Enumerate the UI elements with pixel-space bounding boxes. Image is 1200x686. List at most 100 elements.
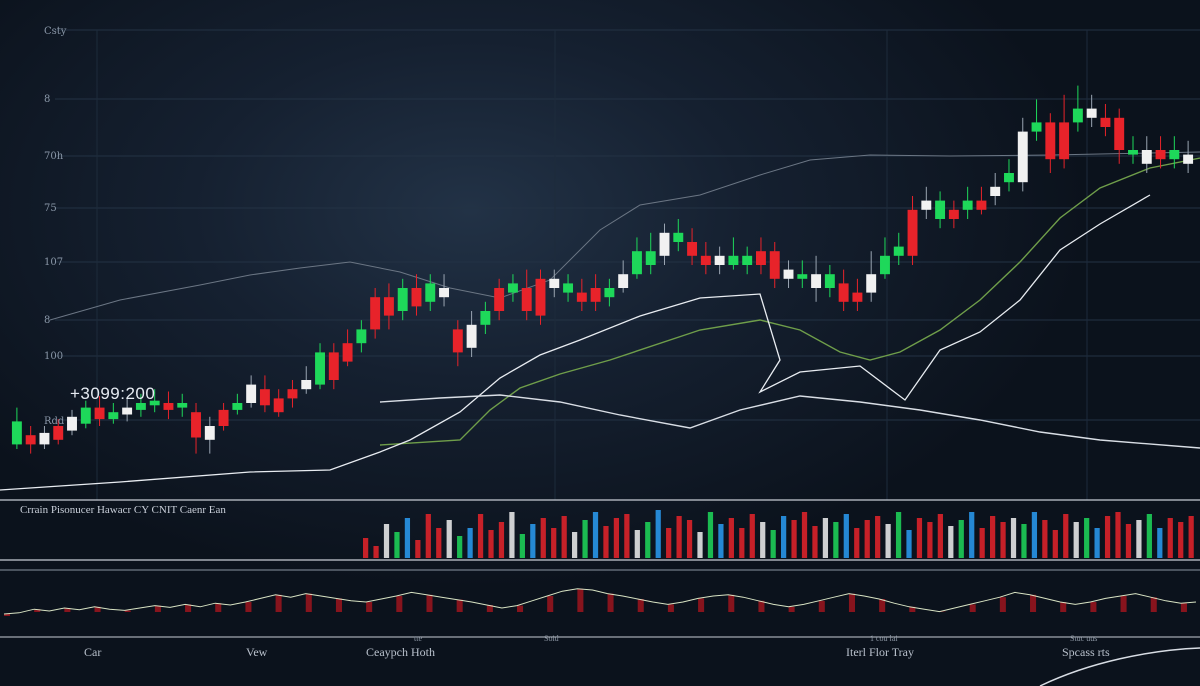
volume-bar: [1042, 520, 1048, 558]
volume-bar: [519, 534, 525, 558]
small-label: Soid: [544, 634, 559, 643]
volume-bar: [1115, 512, 1121, 558]
candle-body: [1141, 150, 1152, 164]
candle-body: [301, 380, 312, 390]
y-tick-label: 75: [44, 203, 57, 214]
candle-body: [1017, 131, 1028, 183]
candle-body: [728, 255, 739, 265]
candle-body: [838, 283, 849, 302]
candle-body: [948, 209, 959, 219]
price-overlay-line: [0, 194, 1151, 491]
volume-bar: [854, 528, 860, 558]
candle-body: [783, 269, 794, 279]
oscillator-bar: [275, 594, 282, 612]
y-tick-label: 8: [44, 315, 51, 326]
volume-bar: [373, 546, 379, 558]
volume-bar: [383, 524, 390, 558]
oscillator-bar: [788, 606, 795, 612]
bottom-label-view: Vew: [246, 645, 268, 659]
volume-bar: [822, 518, 829, 558]
oscillator-bar: [335, 598, 342, 612]
volume-bar: [1125, 524, 1132, 558]
oscillator-bar: [1030, 594, 1037, 612]
volume-bar: [592, 512, 599, 558]
volume-bar: [425, 514, 431, 558]
volume-bar: [1073, 522, 1079, 558]
candle-body: [204, 426, 215, 440]
oscillator-bar: [215, 603, 222, 612]
candle-body: [177, 403, 188, 408]
volume-bar: [1000, 522, 1006, 558]
volume-bar: [1188, 516, 1194, 558]
candle-body: [135, 403, 146, 410]
candle-body: [549, 278, 560, 288]
candle-body: [687, 242, 698, 256]
candle-body: [742, 255, 753, 265]
candle-body: [370, 297, 381, 330]
indicator-panel-title: Crrain Pisonucer Hawacr CY CNIT Caenr Ea…: [20, 504, 226, 516]
oscillator-bar: [154, 605, 161, 612]
volume-bar: [833, 522, 839, 558]
volume-bar: [509, 512, 515, 558]
oscillator-bar: [909, 606, 916, 612]
volume-bar: [812, 526, 818, 558]
volume-bar: [551, 528, 557, 558]
y-tick-label: 70h: [44, 151, 64, 162]
oscillator-bar: [1060, 602, 1067, 612]
candle-body: [452, 329, 463, 353]
candle-body: [962, 200, 973, 210]
volume-bar: [749, 514, 755, 558]
volume-bar: [1104, 516, 1111, 558]
oscillator-bar: [34, 609, 41, 612]
volume-bar: [843, 514, 849, 558]
oscillator-bar: [1150, 597, 1157, 612]
volume-bar: [530, 524, 536, 558]
volume-bar: [613, 518, 620, 558]
candle-body: [700, 255, 711, 265]
candle-body: [439, 288, 450, 298]
oscillator-bar: [667, 604, 674, 612]
candles-group: [11, 85, 1194, 454]
volume-bar: [446, 520, 452, 558]
candle-body: [880, 255, 890, 275]
volume-bar: [1136, 520, 1142, 558]
candle-body: [218, 409, 229, 426]
candle-body: [328, 352, 339, 380]
y-tick-label: Csty: [44, 26, 67, 37]
candle-body: [990, 186, 1001, 196]
small-label: Stuc uus: [1070, 634, 1098, 643]
candle-body: [893, 246, 904, 256]
candle-body: [852, 292, 863, 302]
oscillator-bar: [486, 605, 493, 612]
candle-body: [645, 251, 656, 265]
volume-bar: [1084, 518, 1090, 558]
candle-body: [108, 412, 119, 420]
volume-bar: [979, 528, 985, 558]
candle-body: [673, 232, 684, 242]
volume-bar: [655, 510, 661, 558]
volume-bar: [415, 540, 421, 558]
candle-body: [259, 389, 270, 406]
candle-body: [769, 251, 780, 279]
volume-bar: [916, 518, 923, 558]
candle-body: [907, 209, 918, 256]
candle-body: [921, 200, 932, 210]
candle-body: [590, 288, 601, 302]
candle-body: [80, 407, 91, 424]
candle-body: [232, 403, 243, 410]
volume-bar: [676, 516, 682, 558]
candle-body: [935, 200, 946, 219]
volume-bar: [572, 532, 578, 558]
candle-body: [273, 398, 284, 413]
candle-body: [315, 352, 325, 385]
candle-body: [425, 283, 436, 302]
candle-body: [480, 311, 491, 325]
oscillator-bar: [848, 593, 855, 612]
candle-body: [1128, 150, 1138, 155]
volume-bar: [1157, 528, 1163, 558]
oscillator-bar: [637, 599, 644, 612]
oscillator-group: [3, 588, 1197, 616]
candle-body: [163, 403, 174, 410]
